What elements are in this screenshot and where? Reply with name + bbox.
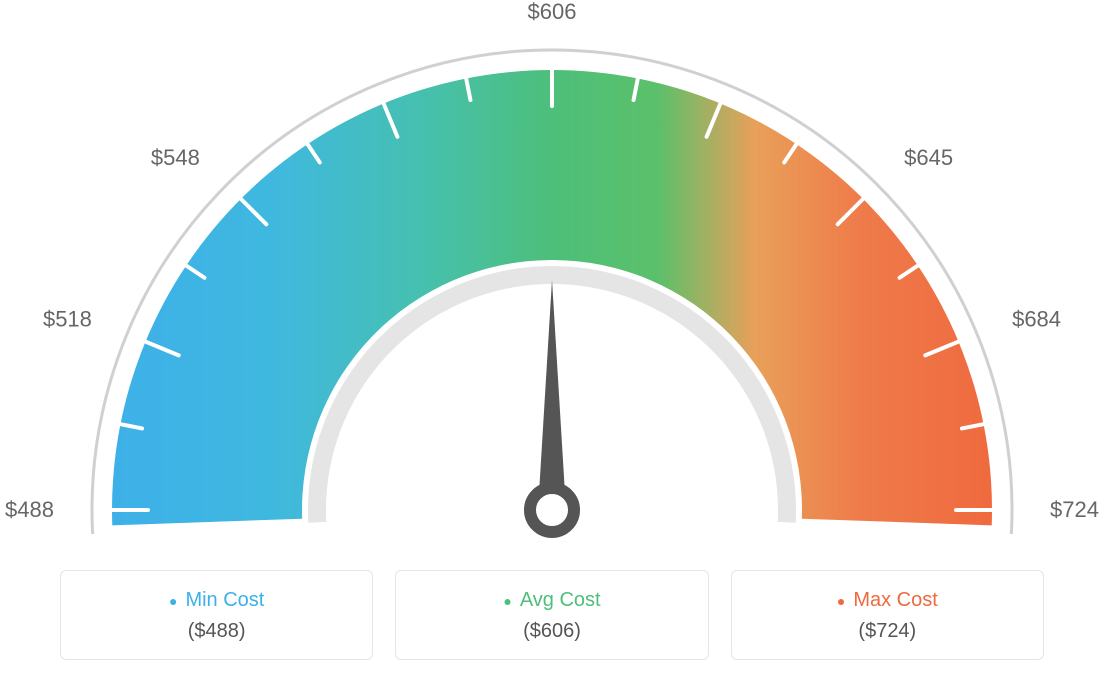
legend-card-min: Min Cost ($488) (60, 570, 373, 660)
legend-row: Min Cost ($488) Avg Cost ($606) Max Cost… (0, 570, 1104, 660)
legend-title-min: Min Cost (61, 589, 372, 612)
gauge-tick-label: $548 (151, 145, 200, 170)
gauge-tick-label: $724 (1050, 497, 1099, 522)
legend-card-max: Max Cost ($724) (731, 570, 1044, 660)
cost-gauge: $488 $518 $548 $606 $645 $684 $724 (0, 0, 1104, 560)
legend-value-avg: ($606) (396, 620, 707, 643)
gauge-svg: $488 $518 $548 $606 $645 $684 $724 (0, 0, 1104, 560)
gauge-tick-label: $488 (5, 497, 54, 522)
legend-value-max: ($724) (732, 620, 1043, 643)
gauge-tick-label: $645 (904, 145, 953, 170)
gauge-tick-label: $518 (43, 306, 92, 331)
gauge-tick-label: $606 (528, 0, 577, 24)
legend-title-max: Max Cost (732, 589, 1043, 612)
legend-value-min: ($488) (61, 620, 372, 643)
gauge-tick-label: $684 (1012, 306, 1061, 331)
legend-card-avg: Avg Cost ($606) (395, 570, 708, 660)
legend-title-avg: Avg Cost (396, 589, 707, 612)
